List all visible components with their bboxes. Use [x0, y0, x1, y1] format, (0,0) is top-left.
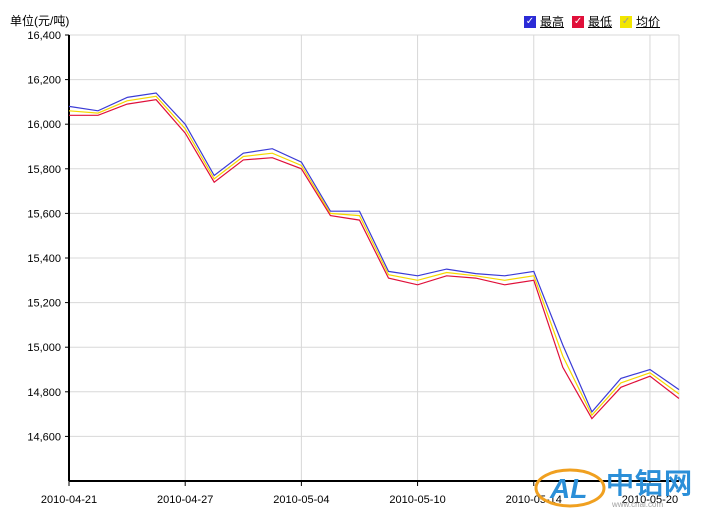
legend-label-high[interactable]: 最高	[540, 15, 565, 29]
watermark: AL 中铝网 www.cnal.com	[532, 458, 702, 514]
legend-label-low[interactable]: 最低	[588, 15, 613, 29]
series-line	[68, 95, 680, 417]
watermark-logo-text: AL	[549, 473, 587, 504]
y-tick-label: 15,600	[27, 208, 61, 220]
series-layer	[68, 92, 680, 420]
watermark-logo-icon: AL	[534, 468, 606, 508]
y-tick-label: 14,800	[27, 387, 61, 399]
y-tick-label: 15,200	[27, 298, 61, 310]
y-tick-label: 15,800	[27, 164, 61, 176]
series-line	[68, 92, 680, 414]
y-tick-label: 15,000	[27, 342, 61, 354]
x-tick-label: 2010-04-21	[41, 494, 97, 506]
y-tick-label: 16,400	[27, 30, 61, 42]
grid-layer	[69, 34, 680, 481]
y-tick-label: 16,200	[27, 75, 61, 87]
legend-item-low[interactable]: ✓ 最低	[572, 13, 612, 30]
checkbox-icon[interactable]: ✓	[572, 15, 585, 28]
x-tick-label: 2010-05-04	[273, 494, 329, 506]
watermark-text: 中铝网	[606, 468, 694, 499]
y-tick-label: 15,400	[27, 253, 61, 265]
series-line	[69, 99, 680, 420]
y-tick-label: 16,000	[27, 119, 61, 131]
x-tick-label: 2010-05-20	[622, 494, 678, 506]
x-tick-label: 2010-05-10	[389, 494, 445, 506]
x-tick-label: 2010-04-27	[157, 494, 213, 506]
checkbox-icon[interactable]: ✓	[620, 15, 633, 28]
axis-layer: 14,600 14,800 15,000 15,200 15,400 15,600 15,8…	[27, 30, 679, 506]
y-tick-label: 14,600	[27, 431, 61, 443]
unit-label: 单位(元/吨)	[10, 14, 70, 28]
watermark-sub: www.cnal.com	[612, 500, 664, 509]
legend-item-high[interactable]: ✓ 最高	[524, 13, 564, 30]
legend-label-avg[interactable]: 均价	[636, 15, 661, 29]
legend: ✓ 最高 ✓ 最低 ✓ 均价	[524, 13, 660, 30]
legend-item-avg[interactable]: ✓ 均价	[620, 13, 660, 30]
checkbox-icon[interactable]: ✓	[524, 15, 536, 28]
